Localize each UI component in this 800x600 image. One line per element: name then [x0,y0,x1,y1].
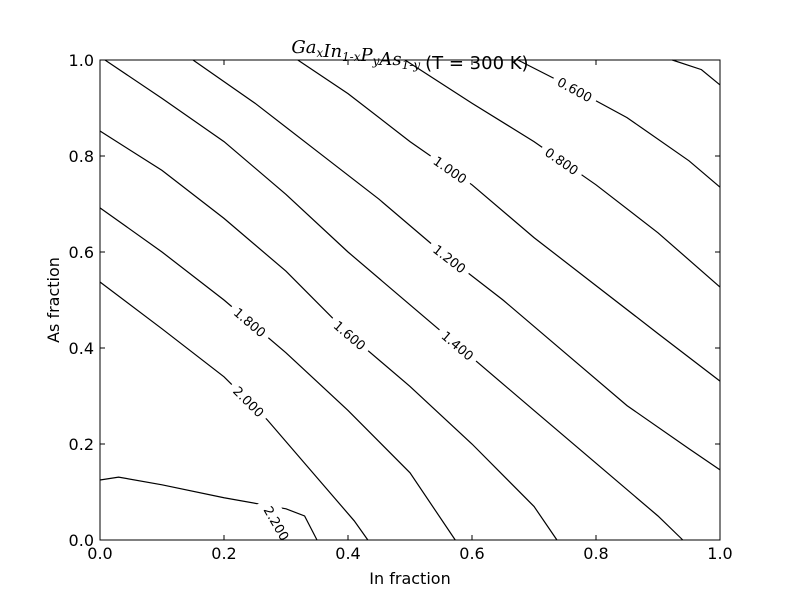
contour-lines [99,59,721,541]
y-tick-label: 0.8 [69,147,94,166]
chart-title-text: GaxIn1-xPyAs1-y (T = 300 K) [291,37,528,74]
y-tick-label: 1.0 [69,51,94,70]
contour-label-gap [433,323,482,368]
contour-line [672,59,721,86]
contour-line [192,59,721,471]
contour-label-gap [225,378,273,425]
x-tick-label: 1.0 [707,544,732,563]
contour-line [99,476,318,541]
y-tick-label: 0.4 [69,339,94,358]
contour-label-gap [425,236,475,281]
x-tick-label: 0.2 [211,544,236,563]
contour-line [99,130,558,541]
x-tick-label: 0.4 [335,544,360,563]
contour-line [99,281,369,541]
contour-label-gap [255,494,301,551]
contour-label-gap [537,139,587,183]
chart-title: GaxIn1-xPyAs1-y (T = 300 K) [291,37,528,74]
contour-line [104,59,684,541]
axis-ticks: 0.0 0.2 0.4 0.6 0.8 1.0 0.0 0.2 0.4 0.6 0.8 1.0 [69,51,733,563]
contour-label-gap [325,312,374,358]
contour-line [297,59,721,382]
contour-label-gap [425,148,476,191]
y-tick-label: 0.2 [69,435,94,454]
x-tick-label: 0.6 [459,544,484,563]
x-axis-label: In fraction [369,569,450,588]
contour-label-gap [225,299,275,345]
y-tick-label: 0.0 [69,531,94,550]
x-tick-label: 0.0 [87,544,112,563]
y-tick-label: 0.6 [69,243,94,262]
plot-frame [99,59,721,541]
contour-line [517,59,721,188]
x-tick-label: 0.8 [583,544,608,563]
contour-label-gap [549,70,601,109]
y-axis-label: As fraction [44,257,63,343]
contour-line [99,207,456,541]
